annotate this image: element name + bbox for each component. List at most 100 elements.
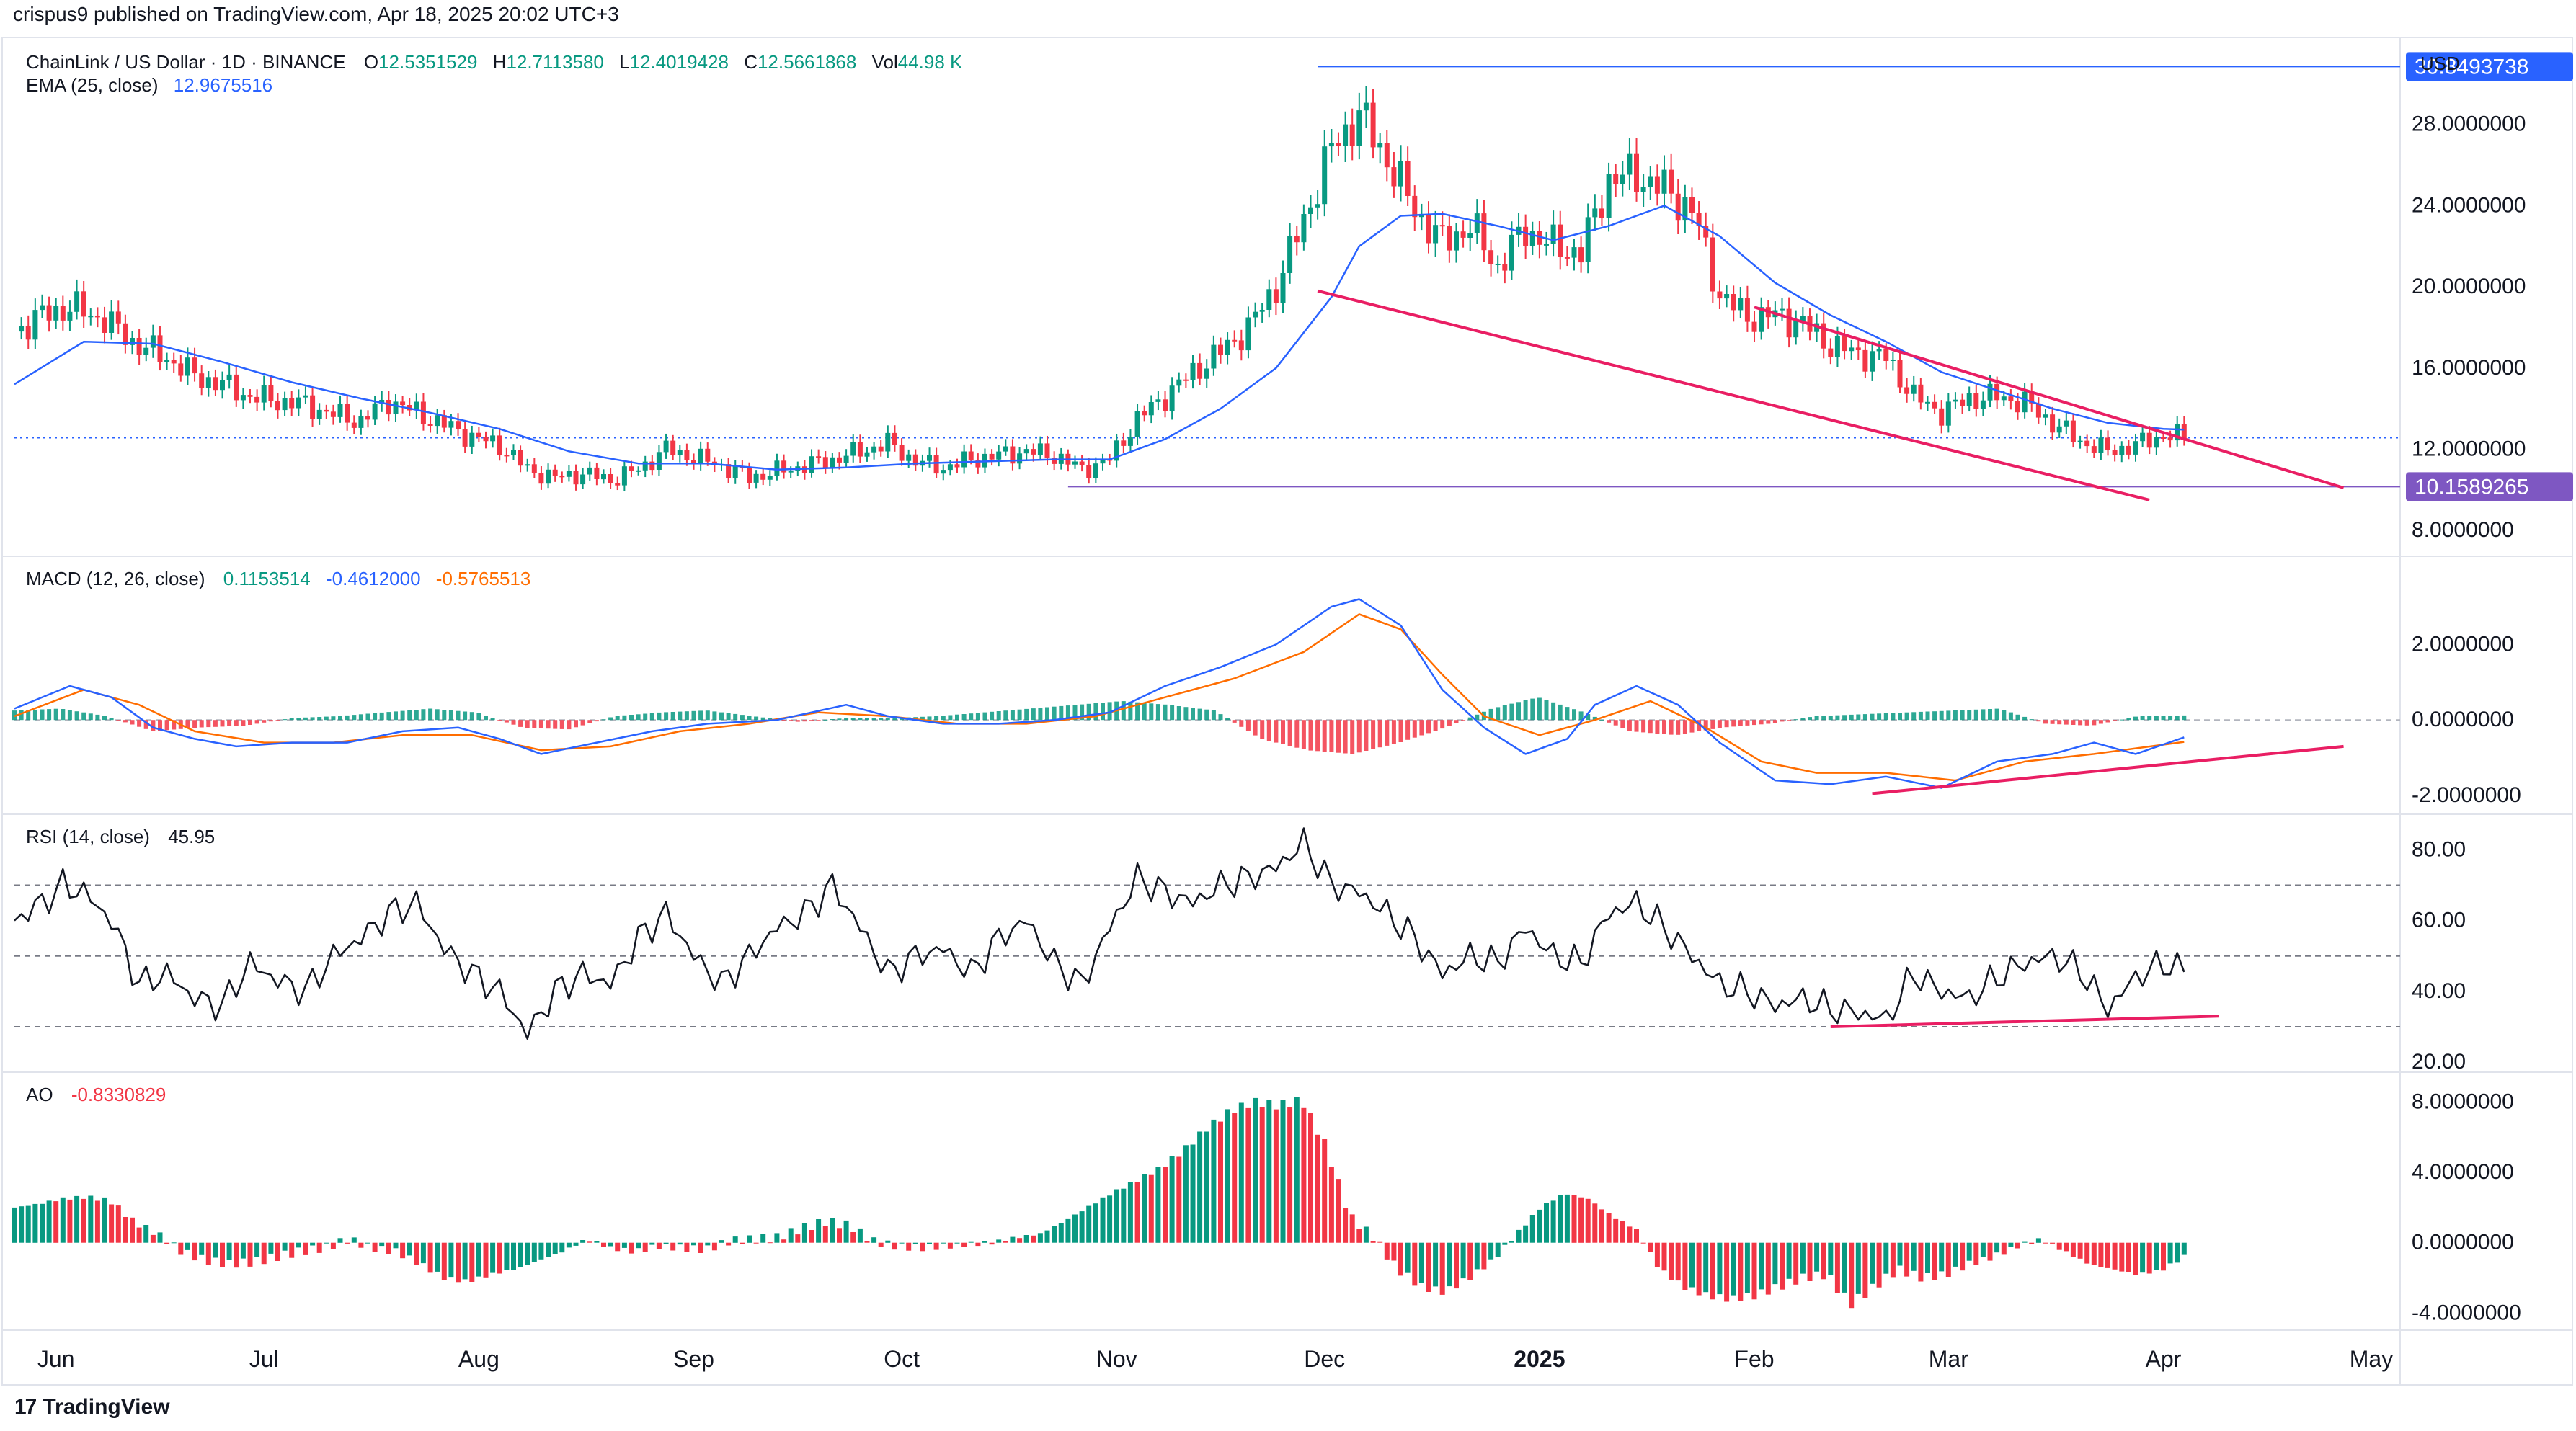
rsi-pane[interactable]: 20.00 40.00 60.00 80.00 <box>14 827 2466 1074</box>
ao-bar <box>1294 1097 1300 1243</box>
ao-bar <box>2077 1242 2083 1259</box>
candle-body <box>927 455 932 461</box>
candle-body <box>2050 414 2056 433</box>
macd-hist-bar <box>331 716 336 721</box>
macd-hist-bar <box>324 716 329 721</box>
candle-body <box>490 435 496 442</box>
candle-body <box>642 461 648 471</box>
candle-body <box>115 311 121 324</box>
macd-hist-bar <box>809 720 814 721</box>
candle-body <box>441 415 447 428</box>
ao-bar <box>1523 1225 1529 1243</box>
ao-bar <box>1405 1242 1411 1273</box>
candle-body <box>1987 383 1993 401</box>
ao-bar <box>629 1242 634 1254</box>
macd-signal-value: -0.5765513 <box>436 568 531 589</box>
macd-hist-bar <box>1558 704 1563 721</box>
candle-body <box>1620 174 1625 184</box>
macd-hist-bar <box>837 718 842 721</box>
ao-bar <box>691 1242 696 1246</box>
macd-hist-bar <box>879 718 884 721</box>
candle-body <box>414 401 419 411</box>
ao-bar <box>1183 1145 1189 1243</box>
volume-label: Vol <box>872 51 898 73</box>
ao-bar <box>1308 1113 1313 1243</box>
macd-hist-bar <box>1426 720 1431 734</box>
ao-bar <box>330 1242 336 1249</box>
macd-hist-bar <box>317 717 322 721</box>
candle-body <box>1384 143 1390 168</box>
candle-body <box>1786 308 1792 338</box>
macd-hist-bar <box>130 720 135 725</box>
ao-bar <box>456 1242 461 1283</box>
candle-body <box>1412 195 1418 218</box>
macd-hist-bar <box>1967 710 1972 721</box>
macd-axis-tick-label: 0.0000000 <box>2412 708 2514 731</box>
candle-body <box>1037 443 1043 455</box>
macd-hist-bar <box>712 711 717 721</box>
tradingview-logo[interactable]: 17 TradingView <box>14 1395 170 1419</box>
candle-body <box>427 424 433 426</box>
ao-bar <box>19 1206 25 1243</box>
ao-bar <box>1142 1174 1147 1243</box>
ao-bar <box>753 1242 759 1244</box>
macd-hist-bar <box>719 712 724 721</box>
ao-bar <box>226 1242 232 1260</box>
macd-hist-bar <box>1107 702 1112 721</box>
ao-bar <box>1516 1229 1522 1243</box>
macd-hist-bar <box>1093 703 1098 721</box>
ao-bar <box>573 1242 579 1246</box>
macd-hist-bar <box>1918 711 1923 721</box>
candle-body <box>1627 153 1633 175</box>
ao-bar <box>989 1242 995 1245</box>
candle-body <box>60 306 66 321</box>
ao-bar <box>351 1237 357 1243</box>
candle-body <box>1925 401 1930 404</box>
macd-hist-bar <box>1551 702 1556 721</box>
macd-hist-bar <box>2126 718 2131 721</box>
candle-body <box>525 464 530 466</box>
ao-bar <box>213 1242 218 1258</box>
close-label: C <box>744 51 758 73</box>
macd-hist-bar <box>442 710 447 721</box>
macd-hist-bar <box>1627 720 1632 731</box>
ao-bar <box>1377 1241 1383 1243</box>
ao-bar <box>2043 1242 2048 1244</box>
candle-body <box>1370 102 1376 148</box>
candle-body <box>1529 231 1535 246</box>
macd-hist-bar <box>1496 707 1501 721</box>
candle-body <box>1031 449 1036 455</box>
macd-pane[interactable]: -2.0000000 0.0000000 2.0000000 <box>12 598 2521 808</box>
candle-body <box>1308 207 1313 214</box>
macd-hist-bar <box>283 719 288 721</box>
candle-body <box>25 326 31 340</box>
ao-bar <box>379 1242 385 1247</box>
macd-hist-bar <box>248 720 252 725</box>
ao-bar <box>1447 1242 1452 1287</box>
macd-hist-bar <box>1787 720 1792 721</box>
candle-body <box>636 470 641 472</box>
ao-bar <box>2105 1242 2110 1268</box>
candle-body <box>1100 458 1106 464</box>
ao-bar <box>150 1234 156 1243</box>
candle-body <box>1890 360 1896 361</box>
macd-hist-bar <box>2008 712 2013 721</box>
ao-pane[interactable]: -4.0000000 0.0000000 4.0000000 8.0000000 <box>12 1089 2521 1325</box>
macd-hist-bar <box>941 716 946 721</box>
ao-bar <box>1620 1221 1625 1243</box>
ao-bar <box>1211 1119 1217 1243</box>
candle-body <box>1391 167 1397 187</box>
candle-body <box>1800 316 1806 321</box>
macd-hist-bar <box>19 710 24 721</box>
macd-hist-bar <box>2182 715 2187 721</box>
candle-body <box>608 474 613 483</box>
candle-body <box>968 451 974 460</box>
macd-hist-bar <box>373 713 378 721</box>
ao-bar <box>1821 1242 1826 1280</box>
time-axis[interactable]: Jun Jul Aug Sep Oct Nov Dec 2025 Feb Mar Apr May <box>37 1346 2393 1372</box>
macd-hist-bar <box>858 718 863 721</box>
candle-body <box>1953 399 1958 402</box>
macd-hist-bar <box>1385 720 1390 746</box>
price-pane[interactable]: 8.0000000 12.0000000 16.0000000 20.0000000 2… <box>14 52 2573 542</box>
candle-body <box>1821 323 1826 349</box>
